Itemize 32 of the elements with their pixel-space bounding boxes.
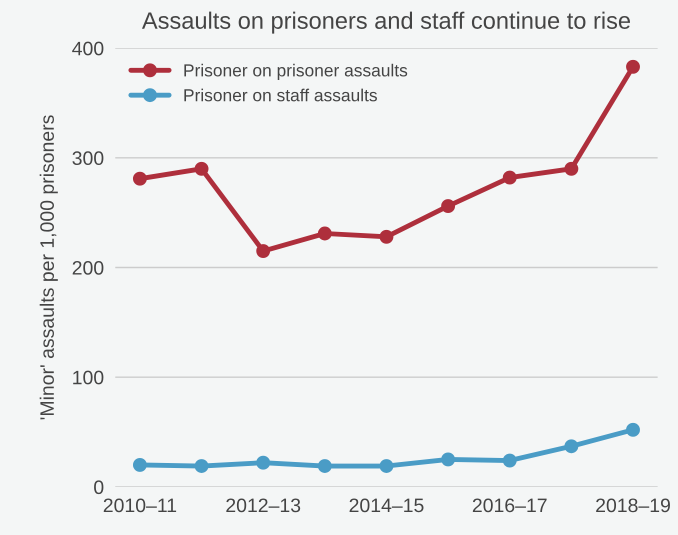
point <box>132 458 147 472</box>
y-tick-label: 100 <box>73 370 104 384</box>
y-tick-label: 200 <box>72 260 104 275</box>
point <box>256 244 270 258</box>
point <box>380 459 394 473</box>
y-tick-label: 300 <box>72 151 104 166</box>
legend-label: Prisoner on prisoner assaults <box>184 64 408 80</box>
x-tick-label: 2018–19 <box>596 498 670 512</box>
point <box>132 172 147 186</box>
legend-label: Prisoner on staff assaults <box>184 88 377 102</box>
y-axis-title: 'Minor' assaults per 1,000 prisoners <box>40 115 58 420</box>
point <box>502 170 517 185</box>
x-tick-label: 2016–17 <box>472 498 547 512</box>
point <box>318 226 332 240</box>
x-tick-label: 2010–11 <box>104 498 176 512</box>
point <box>194 459 208 473</box>
point <box>564 162 578 176</box>
point <box>318 459 332 473</box>
x-tick-label: 2012–13 <box>226 498 300 512</box>
chart-title: Assaults on prisoners and staff continue to rise <box>142 12 630 34</box>
point <box>626 422 640 437</box>
y-tick-label: 400 <box>72 42 104 56</box>
point <box>502 454 517 468</box>
point <box>441 199 456 214</box>
point <box>380 230 394 244</box>
point <box>564 439 578 454</box>
x-tick-label: 2014–15 <box>350 498 424 512</box>
point <box>626 60 640 74</box>
y-tick-label: 0 <box>94 480 104 494</box>
point <box>256 456 270 470</box>
point <box>441 452 456 466</box>
point <box>194 162 208 176</box>
